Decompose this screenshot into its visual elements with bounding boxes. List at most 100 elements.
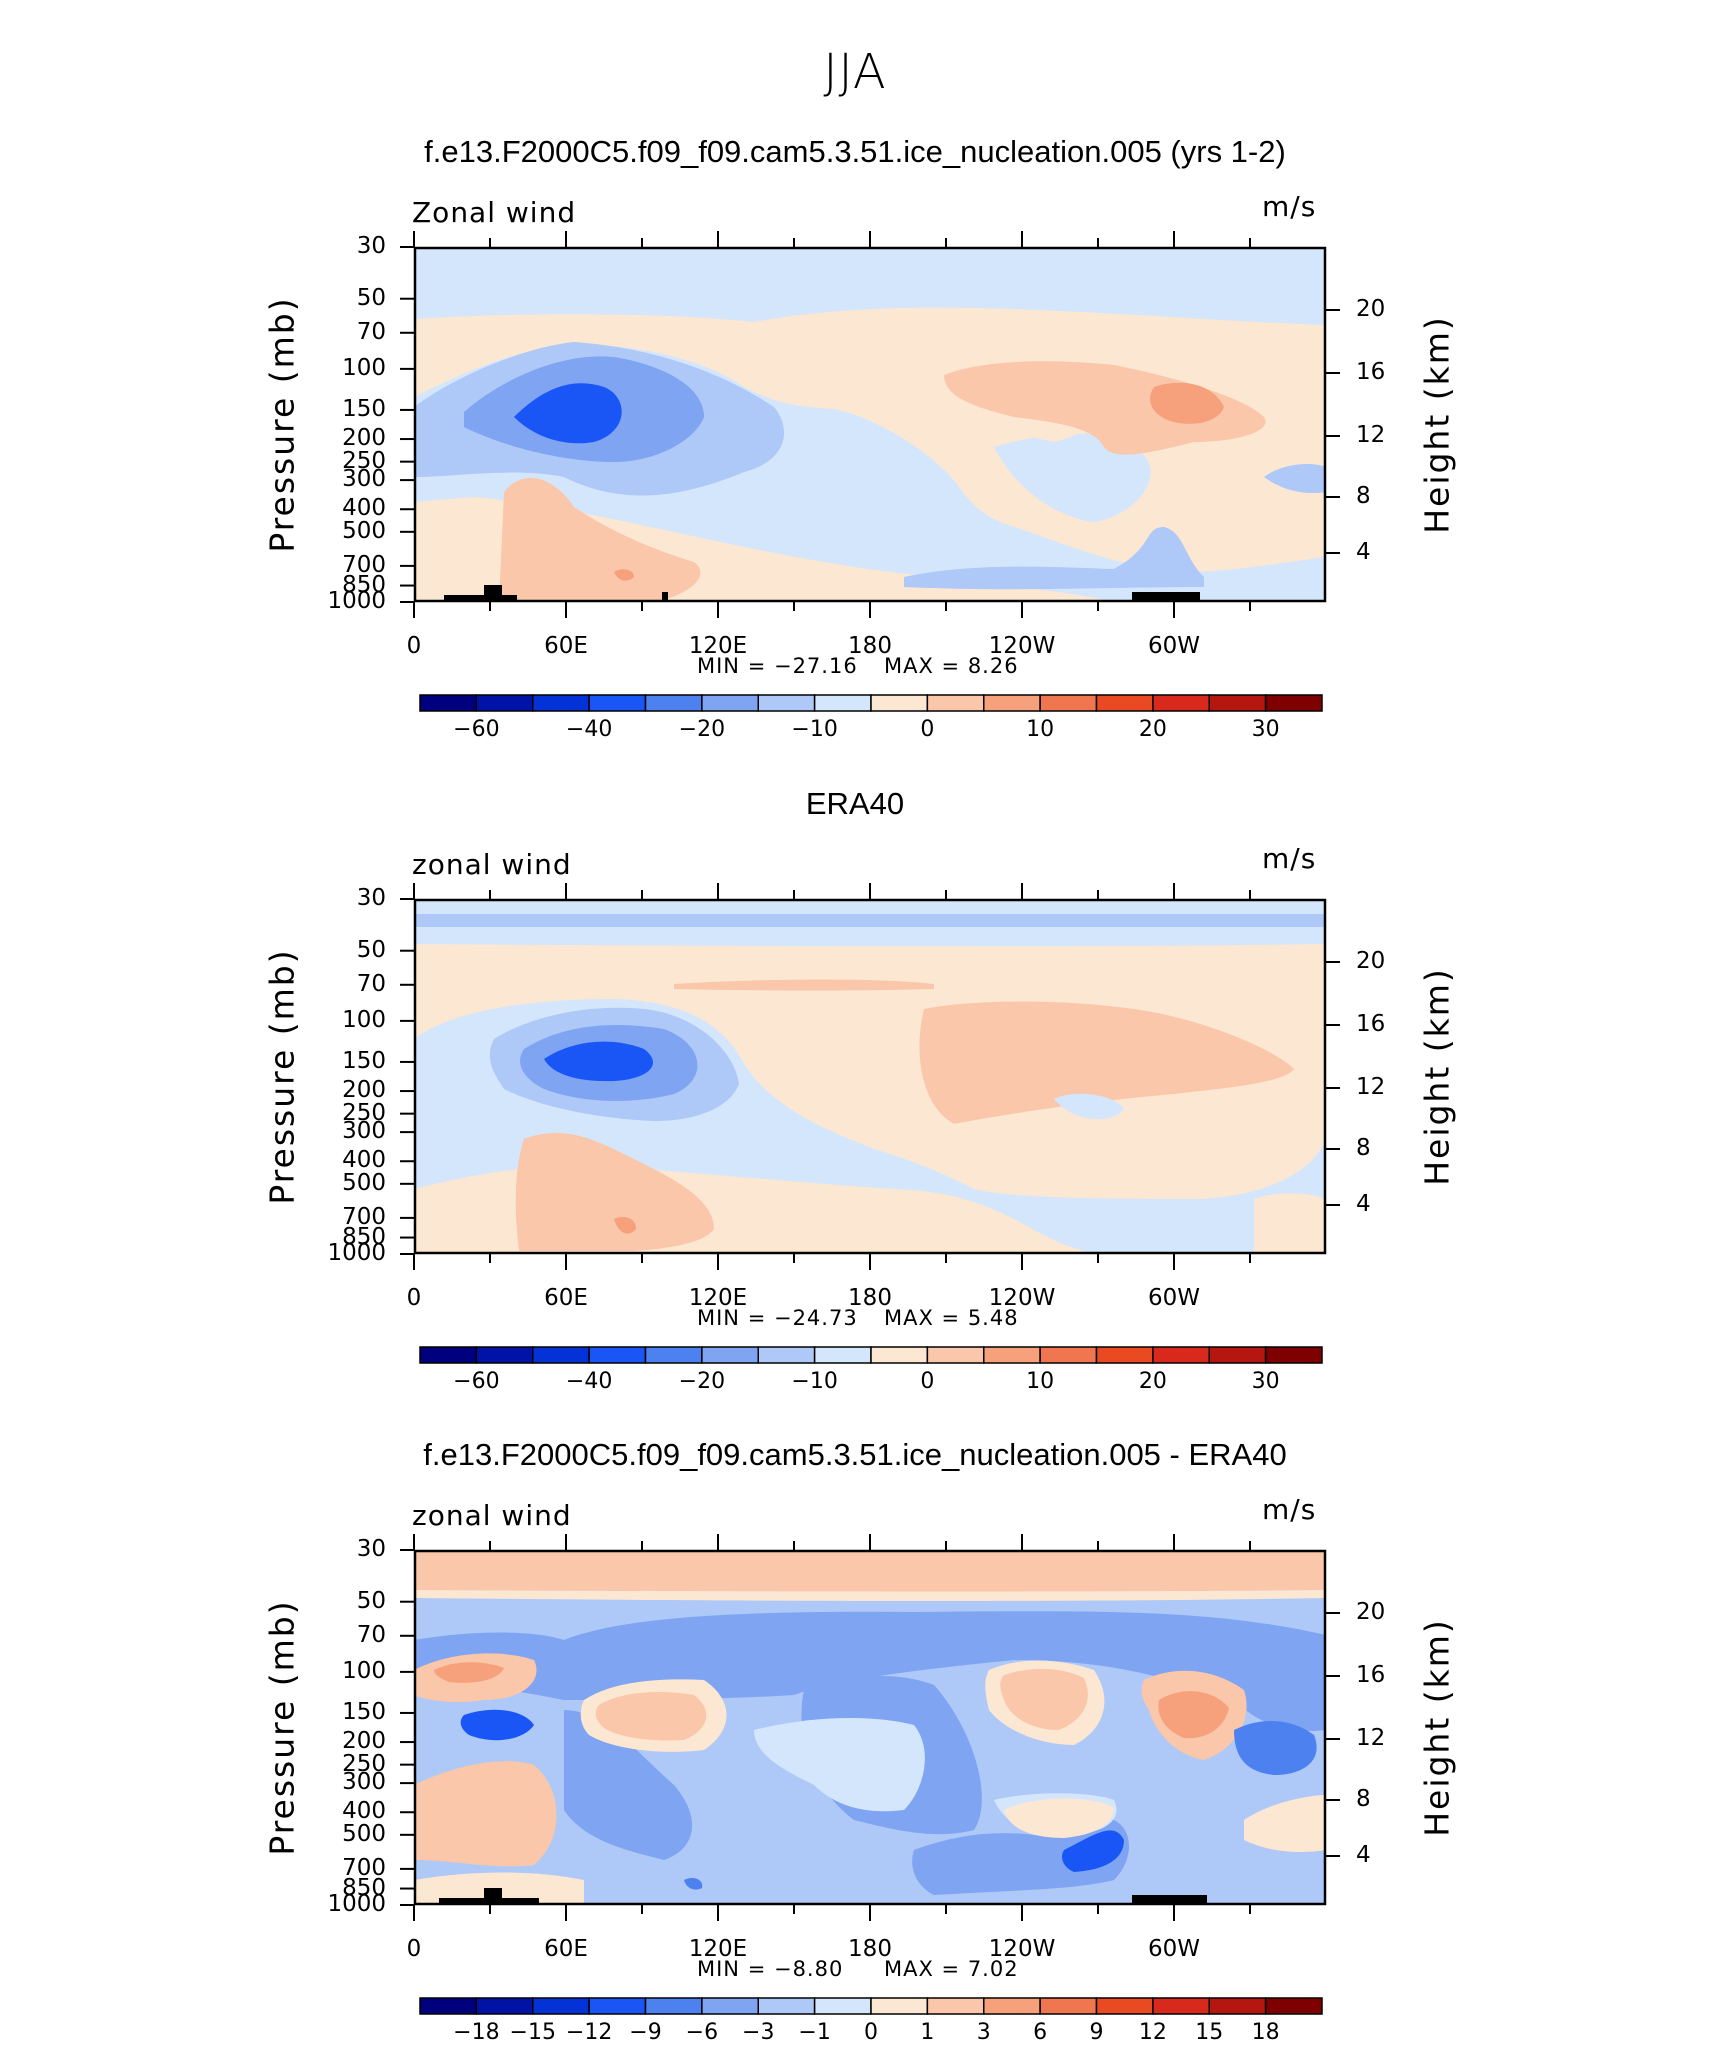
land-mask bbox=[1132, 592, 1200, 602]
colorbar-swatch bbox=[644, 694, 703, 712]
pressure-tick-label: 50 bbox=[356, 284, 386, 311]
height-tick-label: 16 bbox=[1356, 1662, 1386, 1688]
pressure-tick-label: 700 bbox=[342, 1854, 386, 1881]
colorbar bbox=[419, 694, 1323, 712]
pressure-tick-label: 500 bbox=[342, 1169, 386, 1196]
pressure-tick-label: 70 bbox=[356, 1621, 386, 1648]
colorbar-tick-label: −15 bbox=[509, 2020, 556, 2045]
contour-region bbox=[460, 1709, 534, 1741]
y-axis-label-right: Height (km) bbox=[1417, 315, 1457, 534]
panel-title: f.e13.F2000C5.f09_f09.cam5.3.51.ice_nucl… bbox=[423, 1437, 1287, 1472]
lon-tick-label: 120E bbox=[688, 633, 748, 659]
lon-tick-label: 0 bbox=[406, 1936, 422, 1962]
colorbar-tick-label: 12 bbox=[1138, 2020, 1167, 2045]
colorbar-swatch bbox=[983, 1346, 1041, 1364]
colorbar-tick-label: 20 bbox=[1138, 717, 1167, 742]
contour-region bbox=[614, 1217, 636, 1234]
pressure-tick-label: 300 bbox=[342, 1118, 386, 1145]
colorbar-tick-label: −10 bbox=[791, 1369, 838, 1394]
colorbar-swatch bbox=[983, 694, 1041, 712]
colorbar-tick-label: −9 bbox=[629, 2020, 662, 2045]
height-tick-label: 8 bbox=[1356, 1786, 1371, 1812]
pressure-tick-label: 200 bbox=[342, 1077, 386, 1104]
contour-region bbox=[1254, 1193, 1326, 1254]
pressure-tick-label: 850 bbox=[342, 1874, 386, 1901]
lon-tick-label: 180 bbox=[848, 1936, 892, 1962]
pressure-tick-label: 50 bbox=[356, 1587, 386, 1614]
variable-label: zonal wind bbox=[412, 1499, 572, 1532]
contour-region bbox=[674, 979, 934, 991]
min-label: MIN = −8.80 bbox=[697, 1957, 844, 1981]
contour-region bbox=[414, 914, 1326, 927]
colorbar-swatch bbox=[1152, 694, 1210, 712]
lon-tick-label: 120W bbox=[988, 1285, 1056, 1311]
colorbar-tick-label: 15 bbox=[1195, 2020, 1224, 2045]
pressure-tick-label: 150 bbox=[342, 1047, 386, 1074]
contour-region bbox=[544, 1041, 653, 1082]
colorbar-tick-label: 30 bbox=[1251, 717, 1280, 742]
pressure-tick-label: 100 bbox=[342, 1006, 386, 1033]
colorbar-swatch bbox=[419, 1997, 478, 2015]
colorbar-swatch bbox=[701, 694, 759, 712]
colorbar-swatch bbox=[1095, 1346, 1154, 1364]
colorbar-tick-label: −6 bbox=[685, 2020, 719, 2045]
contour-region bbox=[614, 569, 634, 581]
contour-region bbox=[414, 1590, 1326, 1601]
colorbar-swatch bbox=[419, 1346, 478, 1364]
pressure-tick-label: 200 bbox=[342, 1728, 386, 1755]
colorbar-tick-label: −40 bbox=[565, 717, 613, 742]
height-tick-label: 4 bbox=[1356, 1842, 1371, 1868]
contour-plot bbox=[400, 883, 1340, 1270]
colorbar-tick-label: 10 bbox=[1026, 1369, 1055, 1394]
colorbar bbox=[419, 1997, 1323, 2015]
height-tick-label: 20 bbox=[1356, 296, 1386, 322]
pressure-tick-label: 1000 bbox=[327, 1891, 386, 1917]
colorbar-tick-label: −40 bbox=[565, 1369, 613, 1394]
contour-region bbox=[1150, 382, 1224, 424]
pressure-tick-label: 500 bbox=[342, 517, 386, 544]
colorbar-tick-label: −60 bbox=[453, 717, 500, 742]
height-tick-label: 4 bbox=[1356, 539, 1371, 565]
colorbar-tick-label: 9 bbox=[1089, 2020, 1104, 2045]
pressure-tick-label: 1000 bbox=[327, 1240, 386, 1266]
pressure-tick-label: 850 bbox=[342, 1223, 386, 1250]
colorbar-tick-label: 3 bbox=[976, 2020, 991, 2045]
lon-tick-label: 60W bbox=[1147, 633, 1200, 659]
height-tick-label: 4 bbox=[1356, 1191, 1371, 1217]
height-tick-label: 16 bbox=[1356, 359, 1386, 385]
colorbar-swatch bbox=[870, 694, 929, 712]
colorbar-swatch bbox=[1152, 1997, 1210, 2015]
y-axis-label-right: Height (km) bbox=[1417, 1618, 1457, 1837]
colorbar-swatch bbox=[532, 1346, 590, 1364]
land-mask bbox=[1132, 1895, 1207, 1905]
lon-tick-label: 60E bbox=[544, 633, 588, 659]
colorbar-swatch bbox=[757, 1997, 816, 2015]
contour-region bbox=[904, 527, 1204, 590]
pressure-tick-label: 30 bbox=[356, 233, 386, 259]
lon-tick-label: 120W bbox=[988, 1936, 1056, 1962]
contour-region bbox=[499, 477, 701, 602]
contour-plot bbox=[400, 1534, 1340, 1921]
pressure-tick-label: 150 bbox=[342, 1698, 386, 1725]
pressure-tick-label: 1000 bbox=[327, 588, 386, 614]
colorbar-swatch bbox=[926, 1346, 985, 1364]
colorbar-tick-label: −20 bbox=[678, 1369, 726, 1394]
colorbar-swatch bbox=[532, 1997, 590, 2015]
colorbar-tick-label: −1 bbox=[798, 2020, 831, 2045]
contour-plot bbox=[400, 231, 1340, 618]
pressure-tick-label: 100 bbox=[342, 1657, 386, 1684]
pressure-tick-label: 250 bbox=[342, 1750, 386, 1777]
colorbar-swatch bbox=[1208, 1997, 1267, 2015]
pressure-tick-label: 30 bbox=[356, 1536, 386, 1562]
colorbar-swatch bbox=[757, 1346, 816, 1364]
colorbar-swatch bbox=[588, 1997, 647, 2015]
contour-region bbox=[1264, 464, 1326, 494]
page-title: JJA bbox=[823, 44, 887, 100]
height-tick-label: 8 bbox=[1356, 1135, 1371, 1161]
pressure-tick-label: 400 bbox=[342, 495, 386, 522]
pressure-tick-label: 50 bbox=[356, 936, 386, 963]
height-tick-label: 8 bbox=[1356, 483, 1371, 509]
pressure-tick-label: 300 bbox=[342, 1769, 386, 1796]
min-label: MIN = −27.16 bbox=[697, 654, 858, 678]
plot-frame bbox=[413, 1549, 1327, 1906]
